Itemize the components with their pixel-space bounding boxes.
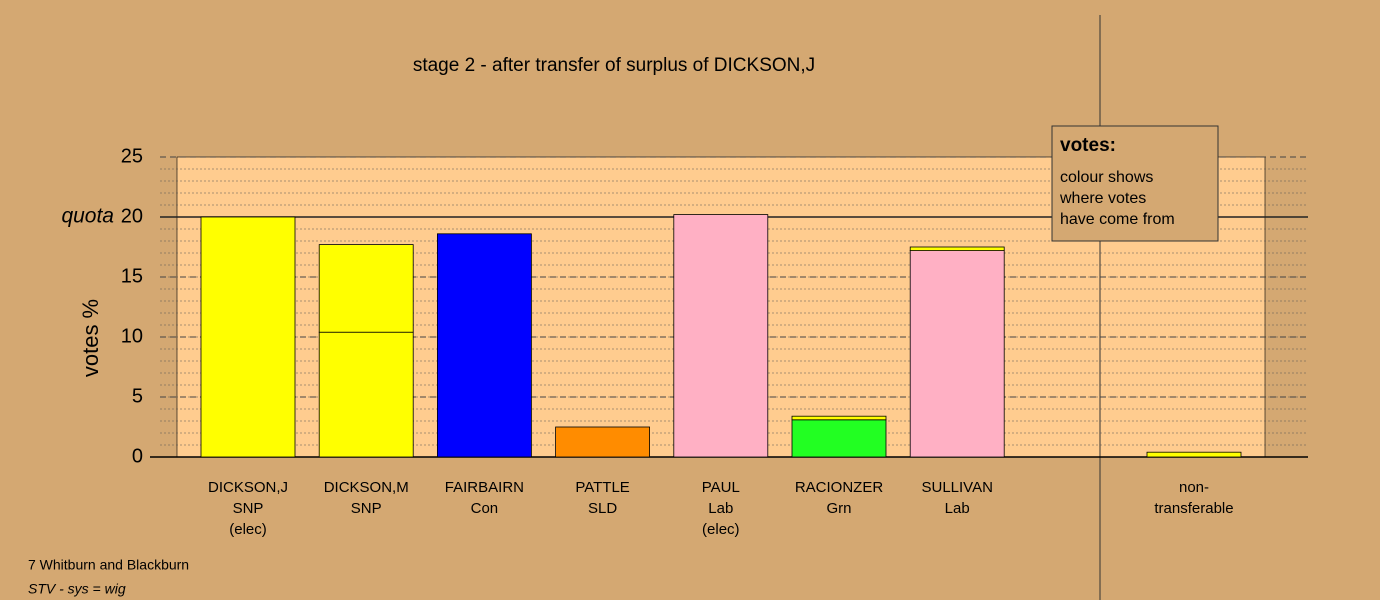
chart-title: stage 2 - after transfer of surplus of D… bbox=[413, 55, 815, 76]
bar-segment bbox=[318, 244, 414, 333]
x-tick-label: SNP bbox=[233, 500, 264, 517]
bar-segment bbox=[673, 214, 769, 458]
x-tick-label: SULLIVAN bbox=[921, 479, 992, 496]
x-tick-label: PAUL bbox=[702, 479, 740, 496]
x-tick-label: SNP bbox=[351, 500, 382, 517]
footnote: STV - sys = wig bbox=[28, 581, 126, 597]
bar-segment bbox=[791, 419, 887, 458]
y-tick-label: 0 bbox=[132, 445, 143, 467]
legend-text: have come from bbox=[1060, 211, 1175, 228]
x-tick-label: Grn bbox=[826, 500, 851, 517]
x-tick-label: non- bbox=[1179, 479, 1209, 496]
x-tick-label: (elec) bbox=[702, 521, 740, 538]
quota-label: quota bbox=[61, 205, 114, 228]
x-tick-label: SLD bbox=[588, 500, 617, 517]
x-tick-label: Con bbox=[471, 500, 499, 517]
legend-box bbox=[1051, 125, 1219, 242]
x-tick-label: PATTLE bbox=[575, 479, 629, 496]
x-tick-label: RACIONZER bbox=[795, 479, 884, 496]
x-tick-label: FAIRBAIRN bbox=[445, 479, 524, 496]
y-axis-label: votes % bbox=[78, 299, 103, 377]
y-tick-label: 15 bbox=[121, 265, 143, 287]
x-tick-label: DICKSON,J bbox=[208, 479, 288, 496]
y-tick-label: 10 bbox=[121, 325, 143, 347]
legend-title: votes: bbox=[1060, 135, 1116, 156]
bar-segment bbox=[909, 246, 1005, 251]
bar-segment bbox=[555, 426, 650, 458]
y-tick-label: 20 bbox=[121, 205, 143, 227]
x-tick-label: (elec) bbox=[229, 521, 267, 538]
legend-text: where votes bbox=[1059, 190, 1146, 207]
bar-segment bbox=[909, 250, 1005, 458]
bar-segment bbox=[1146, 451, 1242, 458]
bar-segment bbox=[200, 216, 296, 458]
x-tick-label: transferable bbox=[1154, 500, 1233, 517]
x-tick-label: Lab bbox=[945, 500, 970, 517]
x-tick-label: DICKSON,M bbox=[324, 479, 409, 496]
y-tick-label: 5 bbox=[132, 385, 143, 407]
bar-segment bbox=[436, 233, 532, 458]
bar-segment bbox=[791, 415, 887, 421]
legend-text: colour shows bbox=[1060, 169, 1153, 186]
y-tick-label: 25 bbox=[121, 145, 143, 167]
bar-segment bbox=[318, 331, 414, 458]
footnote: 7 Whitburn and Blackburn bbox=[28, 557, 189, 573]
x-tick-label: Lab bbox=[708, 500, 733, 517]
